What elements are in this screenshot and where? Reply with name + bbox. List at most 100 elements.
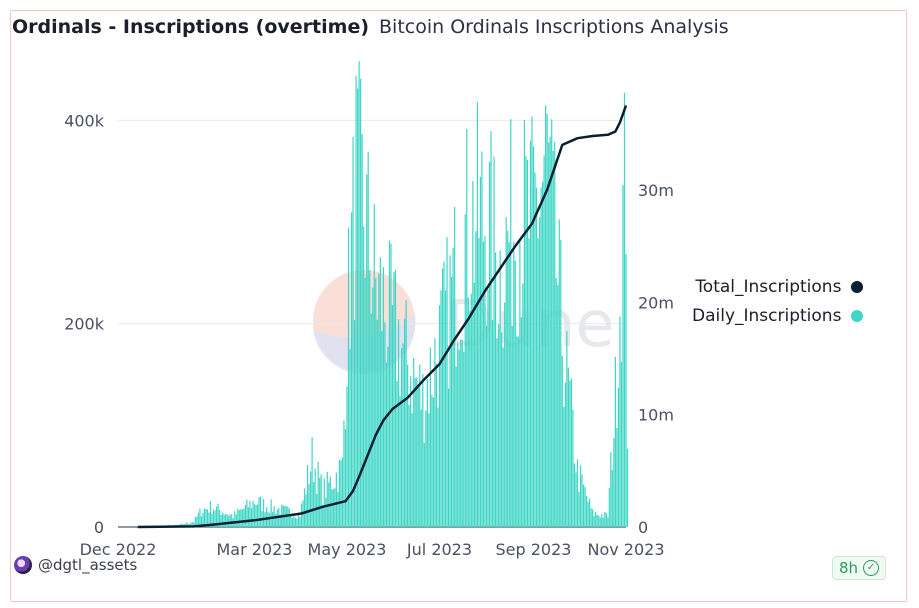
daily-bar[interactable] — [472, 181, 474, 527]
daily-bar[interactable] — [540, 187, 542, 528]
daily-bar[interactable] — [402, 343, 404, 527]
daily-bar[interactable] — [610, 452, 612, 527]
daily-bar[interactable] — [592, 509, 594, 527]
daily-bar[interactable] — [599, 517, 601, 527]
daily-bar[interactable] — [466, 128, 468, 527]
daily-bar[interactable] — [601, 514, 603, 527]
daily-bar[interactable] — [446, 237, 448, 528]
daily-bar[interactable] — [387, 346, 389, 527]
daily-bar[interactable] — [306, 465, 309, 527]
daily-bar[interactable] — [545, 105, 547, 527]
daily-bar[interactable] — [266, 507, 268, 527]
daily-bar[interactable] — [388, 240, 391, 527]
daily-bar[interactable] — [428, 413, 430, 527]
daily-bar[interactable] — [246, 499, 248, 527]
daily-bar[interactable] — [447, 388, 450, 527]
daily-bar[interactable] — [408, 405, 410, 527]
daily-bar[interactable] — [602, 517, 604, 527]
daily-bar[interactable] — [452, 247, 454, 527]
daily-bar[interactable] — [206, 509, 209, 527]
daily-bar[interactable] — [344, 428, 347, 527]
daily-bar[interactable] — [223, 514, 225, 527]
daily-bar[interactable] — [363, 226, 365, 528]
daily-bar[interactable] — [623, 92, 626, 528]
daily-bar[interactable] — [229, 514, 231, 527]
daily-bar[interactable] — [491, 320, 494, 527]
daily-bar[interactable] — [585, 495, 588, 527]
daily-bar[interactable] — [218, 509, 221, 527]
daily-bar[interactable] — [325, 497, 327, 527]
daily-bar[interactable] — [555, 277, 557, 527]
daily-bar[interactable] — [458, 349, 460, 527]
daily-bar[interactable] — [240, 509, 242, 527]
daily-bar[interactable] — [488, 161, 491, 527]
daily-bar[interactable] — [473, 282, 475, 527]
daily-bar[interactable] — [416, 377, 418, 527]
daily-bar[interactable] — [300, 503, 303, 527]
daily-bar[interactable] — [419, 364, 421, 527]
daily-bar[interactable] — [256, 504, 259, 527]
daily-bar[interactable] — [238, 510, 240, 527]
daily-bar[interactable] — [309, 471, 312, 527]
daily-bar[interactable] — [390, 243, 392, 528]
daily-bar[interactable] — [373, 204, 375, 528]
daily-bar[interactable] — [417, 387, 419, 527]
daily-bar[interactable] — [202, 513, 204, 527]
daily-bar[interactable] — [337, 491, 339, 527]
daily-bar[interactable] — [440, 290, 442, 527]
daily-bar[interactable] — [341, 457, 344, 527]
daily-bar[interactable] — [534, 172, 536, 527]
daily-bar[interactable] — [331, 489, 333, 527]
daily-bar[interactable] — [217, 503, 219, 527]
daily-bar[interactable] — [560, 240, 562, 528]
daily-bar[interactable] — [620, 361, 623, 527]
daily-bar[interactable] — [244, 504, 246, 527]
daily-bar[interactable] — [358, 61, 360, 527]
legend-item-daily[interactable]: Daily_Inscriptions — [692, 301, 864, 330]
daily-bar[interactable] — [507, 230, 509, 527]
daily-bar[interactable] — [460, 339, 462, 527]
daily-bar[interactable] — [479, 176, 482, 527]
daily-bar[interactable] — [423, 442, 425, 527]
daily-bar[interactable] — [370, 313, 372, 527]
daily-bar[interactable] — [563, 406, 565, 527]
daily-bar[interactable] — [329, 476, 331, 527]
daily-bar[interactable] — [484, 236, 486, 528]
daily-bar[interactable] — [493, 156, 495, 528]
daily-bar[interactable] — [332, 489, 334, 527]
daily-bar[interactable] — [303, 488, 306, 527]
daily-bar[interactable] — [364, 277, 366, 527]
daily-bar[interactable] — [375, 278, 377, 527]
daily-bar[interactable] — [361, 134, 363, 527]
daily-bar[interactable] — [464, 214, 466, 527]
daily-bar[interactable] — [384, 322, 386, 527]
daily-bar[interactable] — [396, 381, 398, 527]
daily-bar[interactable] — [438, 305, 441, 527]
daily-bar[interactable] — [554, 141, 556, 527]
daily-bar[interactable] — [234, 511, 236, 527]
daily-bar[interactable] — [320, 474, 322, 527]
daily-bar[interactable] — [220, 515, 222, 527]
daily-bar[interactable] — [520, 317, 522, 527]
daily-bar[interactable] — [200, 516, 203, 527]
daily-bar[interactable] — [498, 324, 500, 527]
daily-bar[interactable] — [347, 227, 350, 527]
daily-bar[interactable] — [496, 338, 498, 527]
daily-bar[interactable] — [572, 409, 574, 527]
daily-bar[interactable] — [269, 513, 271, 527]
daily-bar[interactable] — [548, 142, 550, 528]
daily-bar[interactable] — [441, 268, 444, 527]
daily-bar[interactable] — [196, 516, 198, 527]
daily-bar[interactable] — [523, 119, 526, 527]
daily-bar[interactable] — [541, 181, 544, 527]
daily-bar[interactable] — [516, 336, 518, 527]
daily-bar[interactable] — [208, 512, 210, 527]
daily-bar[interactable] — [313, 482, 315, 527]
daily-bar[interactable] — [291, 518, 293, 527]
daily-bar[interactable] — [604, 511, 606, 527]
daily-bar[interactable] — [308, 483, 310, 527]
daily-bar[interactable] — [297, 512, 300, 527]
daily-bar[interactable] — [250, 508, 253, 527]
daily-bar[interactable] — [249, 500, 251, 527]
refresh-badge[interactable]: 8h ✓ — [832, 556, 887, 580]
